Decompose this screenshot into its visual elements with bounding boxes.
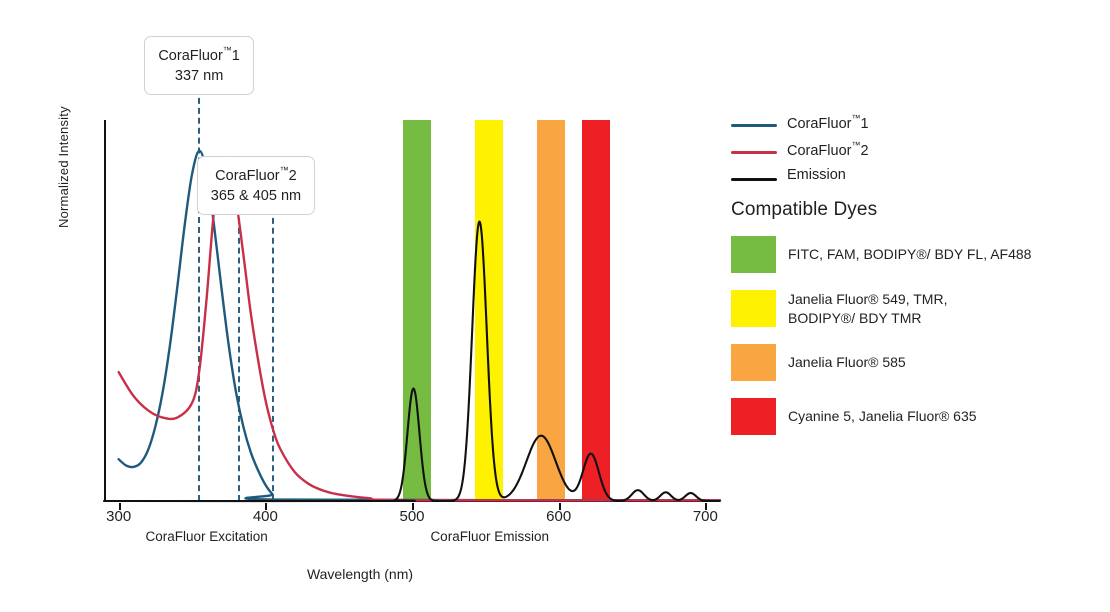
x-tick-label: 600 <box>546 508 572 525</box>
callout-corafluor2: CoraFluor™2 365 & 405 nm <box>196 156 316 216</box>
x-tick-label: 400 <box>252 508 278 525</box>
callout-title: CoraFluor™1 <box>158 45 240 64</box>
dye-band-2 <box>536 120 565 502</box>
legend-label: CoraFluor™1 <box>787 113 869 132</box>
excitation-marker-line-2 <box>271 208 274 501</box>
x-tick-label: 500 <box>399 508 425 525</box>
legend-item-corafluor1: CoraFluor™1 <box>731 112 1103 139</box>
x-tick-mark <box>558 503 561 510</box>
x-axis-title: Wavelength (nm) <box>306 566 414 582</box>
dye-color-swatch <box>731 290 776 327</box>
legend-line-swatch <box>731 151 777 154</box>
callout-title: CoraFluor™2 <box>215 165 297 184</box>
callout-corafluor1: CoraFluor™1 337 nm <box>144 36 254 96</box>
callout-wavelength: 365 & 405 nm <box>210 187 302 204</box>
x-tick-mark <box>705 503 708 510</box>
legend-label: CoraFluor™2 <box>787 140 869 159</box>
x-tick-label: 700 <box>692 508 718 525</box>
series-legend: CoraFluor™1 CoraFluor™2 Emission <box>731 112 1103 193</box>
legend-line-swatch <box>731 124 777 127</box>
y-axis-line <box>104 120 106 501</box>
legend-item-corafluor2: CoraFluor™2 <box>731 139 1103 166</box>
x-axis-line <box>104 500 720 502</box>
compatible-dyes-heading: Compatible Dyes <box>731 199 878 220</box>
callout-wavelength: 337 nm <box>174 67 224 84</box>
x-tick-mark <box>118 503 121 510</box>
dye-band-3 <box>582 120 610 502</box>
y-axis-label: Normalized Intensity <box>56 106 71 228</box>
dye-label: Janelia Fluor® 585 <box>788 354 906 370</box>
dye-band-1 <box>475 120 503 502</box>
excitation-marker-line-1 <box>237 208 240 501</box>
dye-label: Janelia Fluor® 549, TMR, BODIPY®/ BDY TMR <box>788 291 948 326</box>
dye-label: Cyanine 5, Janelia Fluor® 635 <box>788 408 977 424</box>
x-tick-mark <box>412 503 414 510</box>
excitation-marker-line-0 <box>198 88 201 501</box>
region-label-excitation: CoraFluor Excitation <box>145 529 268 544</box>
dye-color-swatch <box>731 344 776 381</box>
dye-color-swatch <box>731 398 776 435</box>
legend-label: Emission <box>787 167 846 183</box>
x-tick-label: 300 <box>106 508 132 525</box>
region-label-emission: CoraFluor Emission <box>430 529 549 544</box>
x-tick-mark <box>265 503 268 510</box>
legend-item-emission: Emission <box>731 166 1103 193</box>
dye-color-swatch <box>731 236 776 273</box>
dye-band-0 <box>403 120 432 502</box>
dye-label: FITC, FAM, BODIPY®/ BDY FL, AF488 <box>788 246 1032 262</box>
legend-line-swatch <box>731 178 777 181</box>
